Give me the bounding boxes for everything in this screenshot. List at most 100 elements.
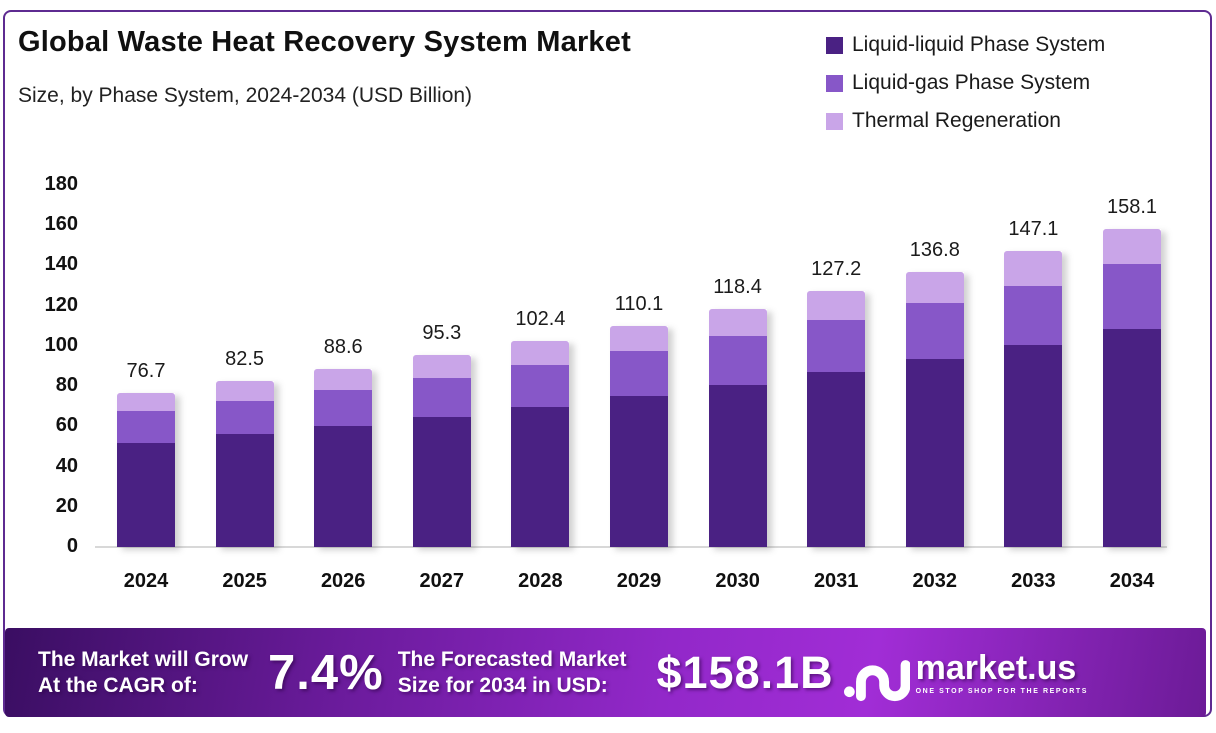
bar-2027 (412, 355, 471, 547)
value-label-2033: 147.1 (1008, 218, 1059, 241)
value-label-2034: 158.1 (1106, 196, 1158, 219)
legend-label: Liquid-gas Phase System (852, 71, 1091, 94)
segment-2027-liquid-liquid-phase-system (412, 417, 471, 547)
x-label-2028: 2028 (518, 570, 563, 592)
x-label-2024: 2024 (123, 570, 169, 592)
segment-2028-liquid-liquid-phase-system (511, 406, 570, 547)
y-tick-60: 60 (55, 414, 78, 437)
cagr-label-line1: The Market will Grow (38, 647, 249, 671)
segment-2029-thermal-regeneration (610, 325, 668, 352)
segment-2028-liquid-gas-phase-system (511, 364, 570, 407)
y-tick-180: 180 (44, 173, 78, 195)
brand-name: market.us (915, 648, 1077, 687)
segment-2031-liquid-liquid-phase-system (807, 372, 866, 547)
page-title: Global Waste Heat Recovery System Market (18, 26, 631, 58)
segment-2027-liquid-gas-phase-system (412, 378, 471, 418)
value-label-2024: 76.7 (126, 359, 166, 382)
segment-2025-liquid-liquid-phase-system (215, 434, 274, 547)
value-label-2030: 118.4 (713, 275, 762, 298)
y-tick-120: 120 (44, 293, 78, 316)
segment-2026-thermal-regeneration (314, 368, 373, 391)
footer-banner: The Market will Grow At the CAGR of: 7.4… (5, 628, 1206, 717)
segment-2025-thermal-regeneration (215, 381, 274, 402)
segment-2026-liquid-gas-phase-system (314, 390, 373, 426)
segment-2025-liquid-gas-phase-system (215, 401, 274, 435)
segment-2029-liquid-liquid-phase-system (610, 396, 668, 547)
value-label-2025: 82.5 (225, 348, 265, 371)
value-label-2029: 110.1 (614, 292, 664, 315)
y-tick-140: 140 (44, 253, 78, 276)
bar-2025 (215, 381, 274, 547)
brand-block: market.us ONE STOP SHOP FOR THE REPORTS (916, 651, 1088, 695)
y-tick-20: 20 (55, 494, 78, 517)
value-label-2026: 88.6 (323, 335, 363, 358)
segment-2030-liquid-liquid-phase-system (708, 384, 767, 547)
x-label-2034: 2034 (1109, 570, 1155, 592)
legend: Liquid-liquid Phase System Liquid-gas Pha… (826, 33, 1105, 147)
y-tick-160: 160 (44, 213, 78, 236)
legend-label: Liquid-liquid Phase System (852, 33, 1106, 56)
segment-2029-liquid-gas-phase-system (610, 351, 668, 397)
segment-2033-liquid-liquid-phase-system (1004, 345, 1063, 547)
legend-swatch (826, 112, 843, 130)
legend-swatch (826, 74, 843, 92)
segment-2031-liquid-gas-phase-system (807, 320, 866, 373)
legend-item-thermal-regeneration: Thermal Regeneration (826, 109, 1105, 133)
x-label-2029: 2029 (616, 570, 662, 592)
forecast-label-line2: Size for 2034 in USD: (397, 673, 608, 697)
bar-2029 (610, 325, 668, 547)
segment-2032-liquid-liquid-phase-system (905, 358, 964, 547)
value-label-2031: 127.2 (811, 258, 862, 281)
value-label-2032: 136.8 (909, 238, 960, 261)
cagr-value: 7.4% (268, 645, 384, 700)
bar-2024 (117, 392, 175, 547)
segment-2034-liquid-liquid-phase-system (1103, 329, 1161, 547)
segment-2027-thermal-regeneration (412, 355, 471, 379)
bar-2030 (708, 308, 767, 547)
x-label-2025: 2025 (222, 570, 267, 592)
x-axis-line (95, 546, 1167, 548)
x-label-2026: 2026 (320, 570, 366, 592)
bar-2026 (314, 368, 373, 547)
segment-2024-liquid-liquid-phase-system (117, 442, 175, 547)
bar-2031 (807, 291, 866, 547)
value-label-2028: 102.4 (515, 308, 566, 331)
segment-2032-liquid-gas-phase-system (905, 303, 964, 359)
segment-2028-thermal-regeneration (511, 341, 570, 365)
page-subtitle: Size, by Phase System, 2024-2034 (USD Bi… (18, 84, 473, 107)
bar-2034 (1103, 229, 1161, 547)
forecast-label-line1: The Forecasted Market (397, 647, 627, 671)
brand-tagline: ONE STOP SHOP FOR THE REPORTS (915, 687, 1089, 695)
legend-swatch (826, 36, 843, 54)
y-tick-100: 100 (44, 333, 78, 356)
forecast-value: $158.1B (656, 646, 834, 698)
cagr-label-line2: At the CAGR of: (38, 673, 198, 697)
y-tick-40: 40 (55, 454, 78, 477)
forecast-label: The Forecasted Market Size for 2034 in U… (398, 647, 627, 698)
bar-2028 (511, 341, 570, 547)
segment-2034-liquid-gas-phase-system (1103, 264, 1161, 330)
segment-2024-thermal-regeneration (117, 392, 175, 411)
segment-2034-thermal-regeneration (1103, 229, 1161, 265)
x-label-2032: 2032 (912, 570, 958, 592)
cagr-label: The Market will Grow At the CAGR of: (38, 647, 248, 698)
bar-2033 (1004, 251, 1063, 547)
segment-2031-thermal-regeneration (807, 291, 866, 321)
x-label-2027: 2027 (419, 570, 465, 592)
x-label-2033: 2033 (1011, 570, 1056, 592)
y-tick-80: 80 (55, 374, 78, 397)
segment-2030-liquid-gas-phase-system (708, 335, 767, 385)
x-label-2030: 2030 (715, 570, 760, 592)
value-label-2027: 95.3 (422, 322, 462, 345)
segment-2030-thermal-regeneration (708, 308, 767, 336)
bar-2032 (905, 271, 964, 547)
segment-2024-liquid-gas-phase-system (117, 410, 175, 443)
legend-item-liquid-gas-phase-system: Liquid-gas Phase System (826, 71, 1105, 95)
segment-2033-thermal-regeneration (1004, 251, 1063, 286)
marketus-logo-icon (843, 659, 910, 701)
segment-2033-liquid-gas-phase-system (1004, 285, 1063, 346)
x-label-2031: 2031 (813, 570, 859, 592)
legend-label: Thermal Regeneration (852, 109, 1061, 132)
y-tick-0: 0 (66, 535, 78, 557)
